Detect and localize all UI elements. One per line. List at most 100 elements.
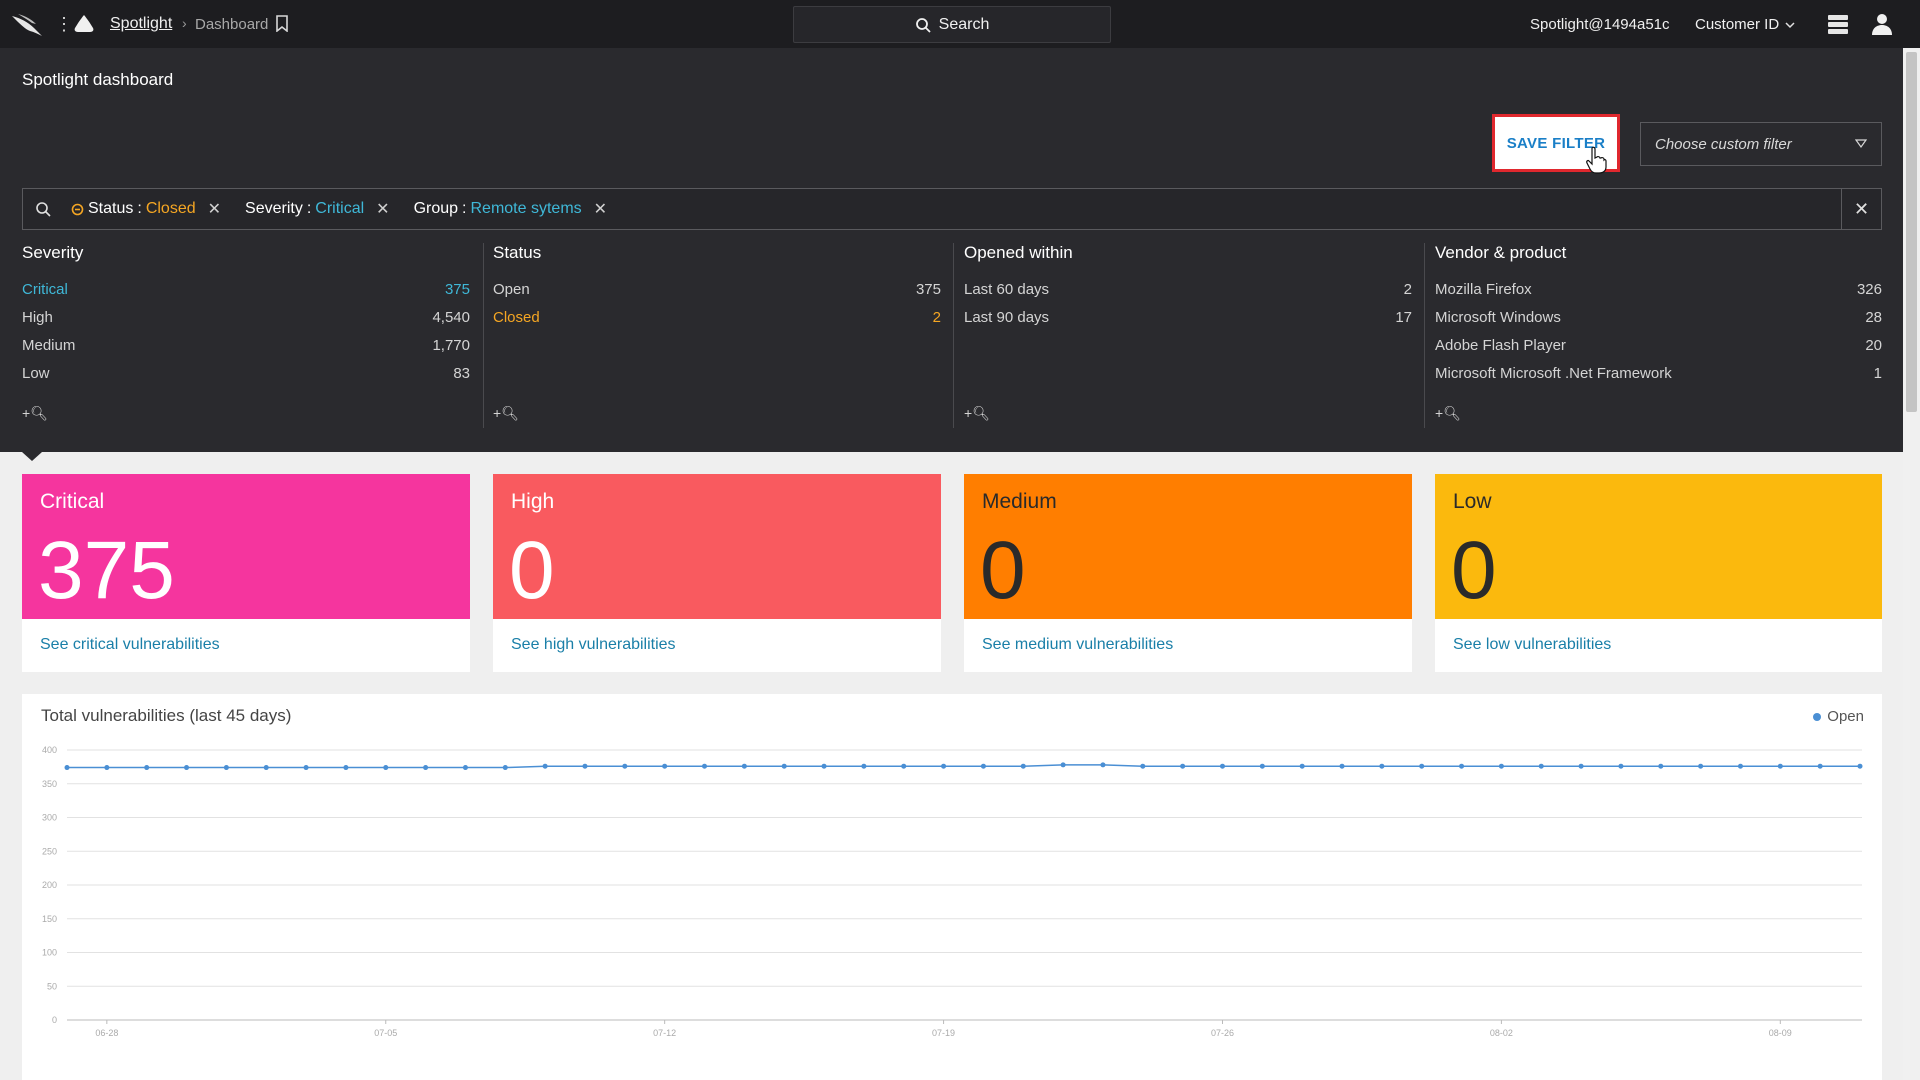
facet-row-vendor[interactable]: Adobe Flash Player 20 [1435,331,1882,359]
filter-chip-status[interactable]: Status: Closed ✕ [71,199,221,219]
add-label: + [493,405,502,421]
add-facet-search-button[interactable]: +🔍︎ [1435,405,1461,422]
facet-row-count: 17 [1395,308,1412,326]
y-tick-label: 0 [52,1015,57,1025]
facet-row-60-days[interactable]: Last 60 days 2 [964,275,1412,303]
chart-legend[interactable]: Open [1813,708,1864,725]
remove-filter-icon[interactable]: ✕ [376,201,390,218]
magnifier-icon: 🔍︎ [30,405,48,421]
facet-row-label: Adobe Flash Player [1435,336,1566,354]
facet-row-open[interactable]: Open 375 [493,275,941,303]
facet-row-label: High [22,308,53,326]
legend-marker [1813,712,1822,721]
more-vertical-icon[interactable]: ⋮ [55,14,73,34]
page-scrollbar-thumb[interactable] [1906,52,1917,412]
search-label: Search [938,15,990,33]
data-point [1459,763,1465,769]
facet-row-90-days[interactable]: Last 90 days 17 [964,303,1412,331]
remove-filter-icon[interactable]: ✕ [207,201,222,218]
filter-chip-severity[interactable]: Severity: Critical ✕ [245,200,390,218]
hand-cursor-icon [1586,146,1607,174]
data-point [1698,763,1704,769]
clear-filters-button[interactable]: ✕ [1841,189,1881,229]
facet-row-vendor[interactable]: Microsoft Windows 28 [1435,303,1882,331]
facet-title: Opened within [964,243,1073,262]
card-count: 375 [38,525,175,616]
add-facet-search-button[interactable]: +🔍︎ [22,405,48,422]
see-medium-link[interactable]: See medium vulnerabilities [982,636,1174,653]
see-critical-link[interactable]: See critical vulnerabilities [40,636,220,653]
series-line-open [67,764,1860,769]
data-point [1100,762,1106,768]
facet-row-high[interactable]: High 4,540 [22,303,470,331]
facet-row-label: Microsoft Windows [1435,308,1561,326]
filter-chip-group[interactable]: Group: Remote sytems ✕ [413,200,608,218]
add-label: + [1435,405,1444,421]
data-point [1140,763,1146,769]
facet-row-closed[interactable]: Closed 2 [493,303,941,331]
facet-row-count: 2 [932,308,941,326]
facet-row-critical[interactable]: Critical 375 [22,275,470,303]
x-tick-label: 07-12 [653,1028,676,1038]
facet-divider [953,243,954,428]
card-header: Low 0 [1435,474,1882,619]
data-point [502,765,508,771]
data-point [901,763,907,769]
facet-row-label: Microsoft Microsoft .Net Framework [1435,364,1672,382]
facet-row-low[interactable]: Low 83 [22,359,470,387]
card-header: Critical 375 [22,474,470,619]
customer-id-dropdown[interactable]: Customer ID [1695,16,1795,33]
remove-filter-icon[interactable]: ✕ [593,201,608,218]
chart-plot: 0 50 100 150 200 250 300 350 400 06-28 07-05 07-12 0… [42,745,1863,1038]
severity-card-low: Low 0 See low vulnerabilities [1435,474,1882,672]
search-icon [915,17,931,33]
facet-status: Status Open 375 Closed 2 +🔍︎ [493,243,941,428]
magnifier-icon: 🔍︎ [501,405,519,421]
data-point [941,763,947,769]
save-filter-label: SAVE FILTER [1506,134,1606,152]
falcon-logo-icon[interactable] [10,10,44,38]
bookmark-icon[interactable] [276,15,288,32]
facet-divider [483,243,484,428]
see-low-link[interactable]: See low vulnerabilities [1453,636,1612,653]
card-label: Medium [982,490,1057,513]
facet-row-label: Open [493,280,530,298]
facet-row-label: Low [22,364,50,382]
x-tick-label: 06-28 [95,1028,118,1038]
active-filter-bar[interactable]: Status: Closed ✕ Severity: Critical ✕ Gr… [22,188,1882,230]
global-search-button[interactable]: Search [793,6,1111,43]
severity-card-medium: Medium 0 See medium vulnerabilities [964,474,1412,672]
notifications-stack-icon[interactable] [1826,13,1850,35]
data-point [1578,763,1584,769]
see-high-link[interactable]: See high vulnerabilities [511,636,676,653]
data-point [144,765,150,771]
facet-row-count: 83 [453,364,470,382]
data-point [1737,763,1743,769]
user-profile-icon[interactable] [1870,12,1894,36]
facet-row-vendor[interactable]: Microsoft Microsoft .Net Framework 1 [1435,359,1882,387]
facet-row-count: 375 [444,280,470,298]
facet-row-medium[interactable]: Medium 1,770 [22,331,470,359]
magnifier-icon: 🔍︎ [1443,405,1461,421]
custom-filter-select[interactable]: Choose custom filter [1640,122,1882,166]
facet-divider [1424,243,1425,428]
breadcrumb-app-link[interactable]: Spotlight [110,15,173,32]
add-facet-search-button[interactable]: +🔍︎ [964,405,990,422]
facet-vendor-product: Vendor & product Mozilla Firefox 326 Micr… [1435,243,1882,428]
data-point [1060,762,1066,768]
add-facet-search-button[interactable]: +🔍︎ [493,405,519,422]
data-point [303,765,309,771]
data-point [462,765,468,771]
account-name[interactable]: Spotlight@1494a51c [1530,16,1670,33]
facet-title: Severity [22,243,84,262]
facet-row-count: 2 [1403,280,1412,298]
total-vulnerabilities-chart: Total vulnerabilities (last 45 days) Ope… [22,694,1882,1080]
data-point [1339,763,1345,769]
y-tick-label: 150 [42,914,57,924]
data-point [263,765,269,771]
y-tick-label: 50 [47,981,57,991]
data-point [1419,763,1425,769]
data-point [662,763,668,769]
card-count: 0 [980,525,1026,616]
facet-row-vendor[interactable]: Mozilla Firefox 326 [1435,275,1882,303]
